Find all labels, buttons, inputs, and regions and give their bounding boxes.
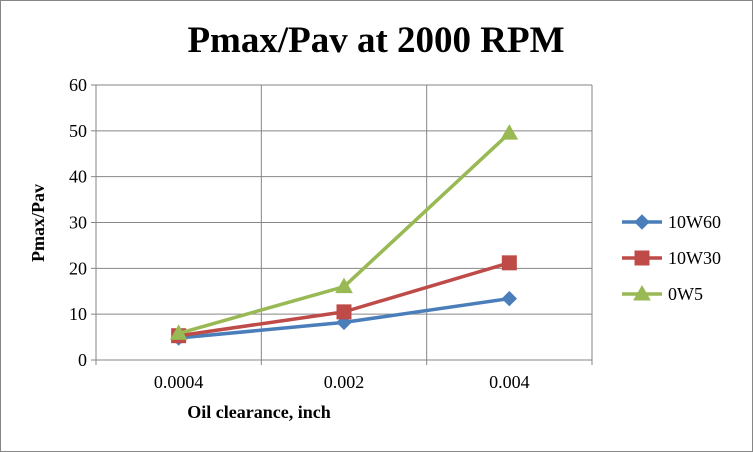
y-axis-label: Pmax/Pav [28, 184, 48, 262]
series-line [178, 131, 511, 336]
series-0W5 [169, 124, 519, 340]
legend-item: 0W5 [622, 284, 703, 304]
data-point [336, 304, 352, 320]
series-group [169, 124, 519, 346]
y-tick-label: 50 [69, 121, 87, 141]
legend-marker [634, 250, 650, 266]
data-point [335, 277, 353, 294]
data-point [501, 255, 517, 271]
x-tick-label: 0.002 [324, 372, 365, 392]
data-point [501, 290, 518, 307]
legend-label: 10W60 [668, 212, 721, 232]
x-axis-label: Oil clearance, inch [187, 402, 330, 422]
y-tick-label: 60 [69, 75, 87, 95]
legend: 10W60 10W30 0W5 [622, 212, 721, 304]
y-tick-label: 10 [69, 304, 87, 324]
legend-label: 0W5 [668, 284, 703, 304]
legend-item: 10W60 [622, 212, 721, 232]
axes [91, 84, 593, 365]
gridlines [96, 84, 593, 360]
y-tick-label: 0 [78, 350, 87, 370]
y-axis-ticks: 0 10 20 30 40 50 60 [69, 75, 87, 370]
x-axis-ticks: 0.0004 0.002 0.004 [154, 372, 530, 392]
legend-marker [633, 284, 651, 301]
legend-marker [634, 214, 650, 230]
legend-item: 10W30 [622, 248, 721, 268]
y-tick-label: 30 [69, 213, 87, 233]
x-tick-label: 0.0004 [154, 372, 204, 392]
x-tick-label: 0.004 [489, 372, 530, 392]
legend-label: 10W30 [668, 248, 721, 268]
data-point [169, 324, 188, 340]
y-tick-label: 40 [69, 167, 87, 187]
chart-title: Pmax/Pav at 2000 RPM [187, 20, 564, 61]
data-point [500, 124, 519, 140]
y-tick-label: 20 [69, 258, 87, 278]
